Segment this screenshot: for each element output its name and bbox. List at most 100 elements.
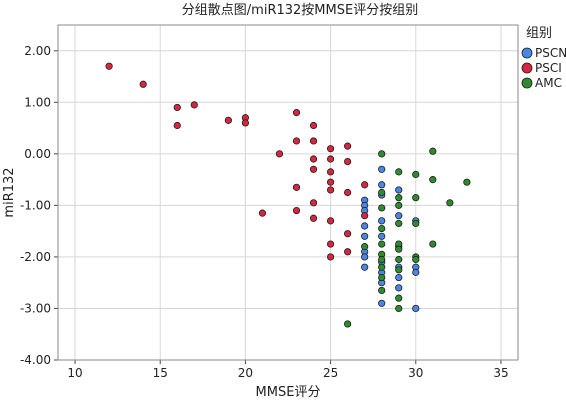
- data-point-pscn: [395, 273, 403, 282]
- legend-marker-amc: [521, 77, 533, 89]
- data-point-amc: [378, 150, 386, 158]
- data-point-pscn: [378, 181, 386, 189]
- data-point-psci: [326, 186, 335, 194]
- x-tick-label: 30: [408, 366, 423, 380]
- y-tick-label: 1.00: [24, 95, 51, 109]
- data-points: [105, 62, 471, 328]
- data-point-psci: [309, 199, 318, 207]
- data-point-psci: [258, 209, 267, 217]
- data-point-amc: [429, 147, 437, 155]
- x-tick-label: 10: [67, 366, 82, 380]
- data-point-amc: [378, 224, 386, 233]
- data-point-pscn: [395, 186, 403, 194]
- x-tick-label: 20: [238, 366, 253, 380]
- data-point-amc: [395, 201, 403, 209]
- data-point-pscn: [378, 165, 386, 173]
- data-point-psci: [105, 62, 113, 70]
- data-point-amc: [446, 199, 454, 207]
- data-point-psci: [292, 109, 301, 117]
- x-tick-label: 35: [493, 366, 508, 380]
- data-point-psci: [292, 137, 301, 145]
- legend-marker-psci: [521, 62, 533, 74]
- data-point-pscn: [395, 284, 403, 292]
- data-point-amc: [412, 219, 420, 228]
- axis-ticks: 10 15 20 25 30 35 -4.00 -3.00 -2.00 -1.00 0.00 1.00…: [20, 44, 509, 380]
- chart-title: 分组散点图/miR132按MMSE评分按组别: [182, 3, 418, 18]
- data-point-psci: [292, 183, 301, 191]
- data-point-psci: [224, 116, 232, 124]
- data-point-psci: [173, 121, 181, 130]
- data-point-pscn: [361, 253, 369, 261]
- data-point-psci: [309, 121, 318, 130]
- data-point-psci: [326, 253, 335, 261]
- legend-title: 组别: [526, 26, 552, 41]
- data-point-amc: [378, 273, 386, 282]
- y-tick-label: -2.00: [20, 250, 51, 264]
- data-point-psci: [344, 188, 352, 197]
- data-point-psci: [139, 80, 147, 88]
- data-point-amc: [395, 294, 403, 302]
- data-point-psci: [275, 150, 284, 158]
- data-point-psci: [344, 157, 352, 166]
- y-tick-label: 2.00: [24, 44, 51, 58]
- data-point-amc: [395, 194, 403, 202]
- x-tick-label: 25: [323, 366, 338, 380]
- data-point-amc: [395, 168, 403, 176]
- data-point-psci: [326, 168, 335, 176]
- data-point-psci: [309, 155, 318, 163]
- data-point-psci: [190, 101, 198, 109]
- data-point-pscn: [378, 232, 386, 240]
- data-point-psci: [309, 137, 318, 145]
- data-point-amc: [395, 219, 403, 228]
- data-point-psci: [344, 142, 352, 150]
- data-point-psci: [361, 181, 369, 189]
- data-point-psci: [173, 103, 181, 112]
- x-tick-label: 15: [153, 366, 168, 380]
- legend-label-pscn: PSCN: [535, 46, 566, 60]
- plot-frame: [57, 24, 519, 361]
- data-point-amc: [412, 170, 420, 179]
- data-point-psci: [292, 206, 301, 215]
- data-point-pscn: [378, 299, 386, 307]
- y-axis-label: miR132: [2, 167, 17, 217]
- data-point-amc: [344, 320, 352, 328]
- data-point-amc: [395, 245, 403, 253]
- data-point-amc: [378, 263, 386, 271]
- data-point-amc: [429, 240, 437, 248]
- data-point-psci: [326, 155, 335, 163]
- x-axis-label: MMSE评分: [256, 385, 321, 400]
- data-point-pscn: [361, 232, 369, 240]
- data-point-amc: [378, 286, 386, 295]
- legend-marker-pscn: [521, 47, 533, 59]
- data-point-amc: [395, 266, 403, 274]
- data-point-psci: [344, 248, 352, 256]
- data-point-pscn: [412, 268, 420, 276]
- data-point-pscn: [361, 263, 369, 271]
- data-point-amc: [378, 188, 386, 197]
- data-point-amc: [378, 255, 386, 264]
- y-tick-label: -3.00: [20, 301, 51, 315]
- data-point-amc: [378, 240, 386, 248]
- data-point-psci: [326, 145, 335, 153]
- data-point-amc: [412, 194, 420, 202]
- data-point-psci: [344, 230, 352, 238]
- data-point-pscn: [361, 222, 369, 230]
- data-point-amc: [429, 176, 437, 184]
- legend-label-amc: AMC: [535, 76, 562, 90]
- data-point-psci: [309, 214, 318, 222]
- data-point-psci: [309, 165, 318, 173]
- data-point-psci: [326, 240, 335, 248]
- data-point-amc: [361, 243, 369, 251]
- y-tick-label: -4.00: [20, 353, 51, 367]
- data-point-amc: [412, 255, 420, 264]
- data-point-psci: [326, 217, 335, 225]
- data-point-amc: [463, 178, 471, 186]
- grid-lines: [58, 25, 518, 361]
- data-point-amc: [395, 304, 403, 313]
- data-point-psci: [361, 212, 369, 220]
- data-point-amc: [395, 255, 403, 264]
- data-point-pscn: [378, 217, 386, 225]
- data-point-amc: [378, 204, 386, 212]
